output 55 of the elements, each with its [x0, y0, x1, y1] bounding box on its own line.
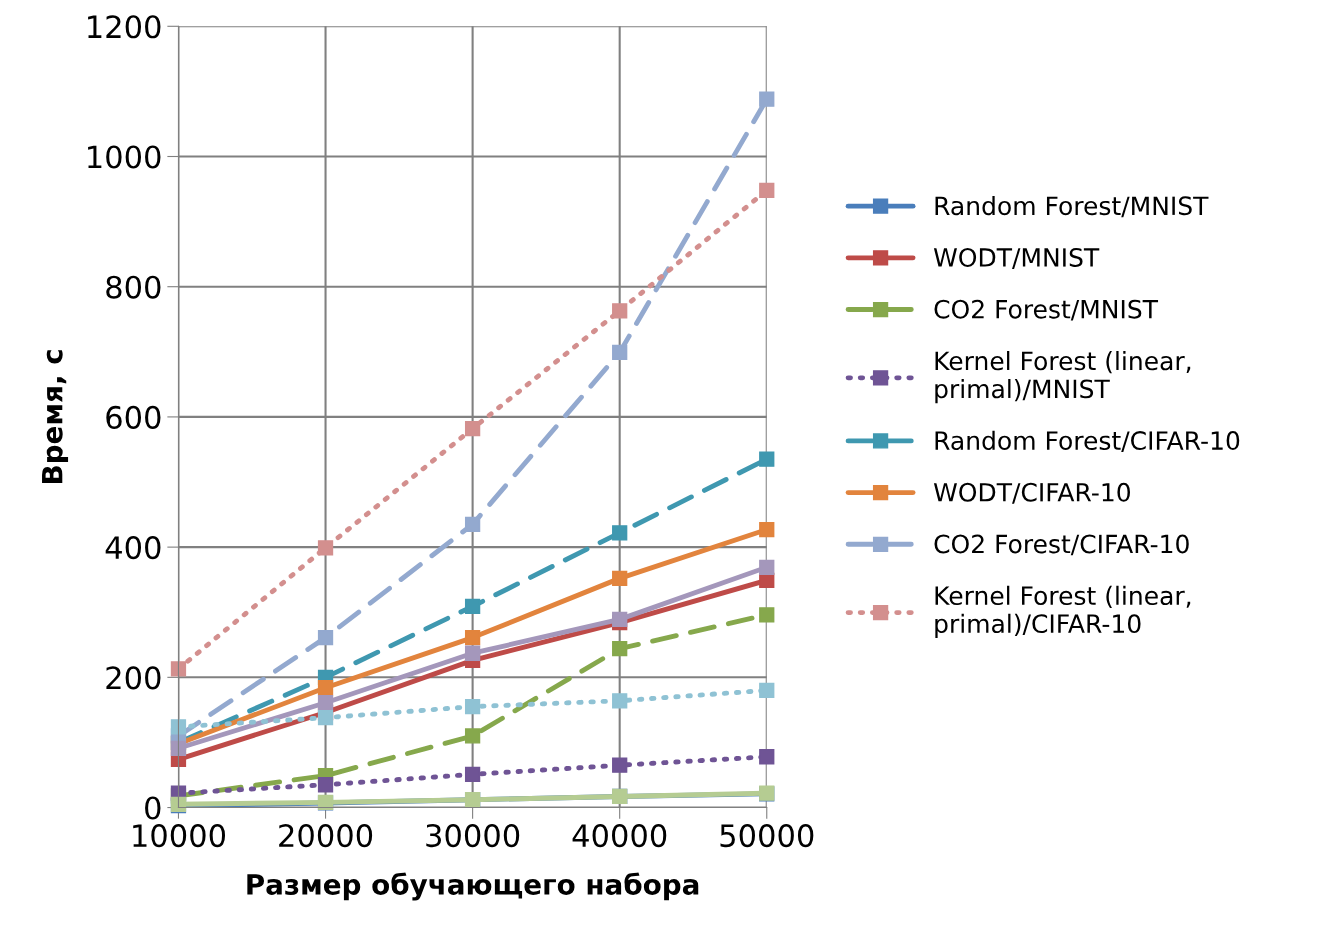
point: [464, 698, 481, 715]
point: [464, 766, 481, 782]
legend-label: CO2 Forest/CIFAR-10: [934, 534, 1189, 556]
point: [759, 682, 775, 698]
x-tick-label: 10000: [133, 824, 226, 848]
legend-label: Random Forest/CIFAR-10: [935, 430, 1240, 452]
point: [317, 777, 334, 793]
point: [464, 728, 481, 744]
y-tick-label: 200: [106, 666, 161, 690]
point: [612, 303, 628, 319]
y-tick-label: 0: [145, 796, 161, 820]
point: [464, 645, 481, 661]
point: [759, 182, 775, 198]
x-tick-label: 30000: [426, 824, 520, 848]
point: [317, 680, 334, 696]
point: [464, 598, 481, 615]
point: [464, 516, 481, 532]
y-tick-label: 800: [106, 275, 161, 299]
y-axis-title: Время, с: [42, 350, 69, 483]
y-tick-label: 1200: [88, 15, 161, 39]
point: [759, 749, 775, 765]
point: [612, 344, 628, 361]
point: [317, 629, 334, 646]
point: [317, 695, 334, 711]
x-tick-label: 40000: [572, 824, 667, 848]
point: [464, 420, 481, 437]
point: [612, 570, 628, 587]
legend-label: CO2 Forest/MNIST: [934, 299, 1159, 321]
x-tick-label: 50000: [720, 824, 814, 848]
legend-label: Kernel Forest (linear, primal)/CIFAR-10: [935, 585, 1191, 638]
legend-label: WODT/MNIST: [933, 248, 1100, 269]
x-tick-label: 20000: [279, 824, 373, 848]
point: [759, 559, 775, 575]
point: [759, 91, 775, 107]
y-tick-label: 400: [105, 536, 161, 560]
y-tick-label: 1000: [88, 145, 161, 169]
point: [464, 629, 481, 646]
point: [612, 611, 628, 628]
point: [612, 693, 628, 709]
point: [170, 740, 187, 756]
point: [759, 607, 775, 623]
point: [612, 525, 628, 541]
legend-label: Random Forest/MNIST: [935, 195, 1209, 218]
point: [612, 757, 628, 773]
legend-label: WODT/CIFAR-10: [933, 482, 1130, 504]
point: [759, 521, 775, 538]
point: [759, 451, 775, 467]
point: [317, 540, 334, 556]
point: [612, 641, 628, 657]
legend-label: Kernel Forest (linear, primal)/MNIST: [935, 350, 1191, 404]
y-tick-label: 600: [106, 405, 161, 429]
point: [170, 661, 187, 677]
x-axis-title: Размер обучающего набора: [247, 872, 699, 901]
point: [170, 719, 187, 735]
point: [317, 710, 334, 726]
